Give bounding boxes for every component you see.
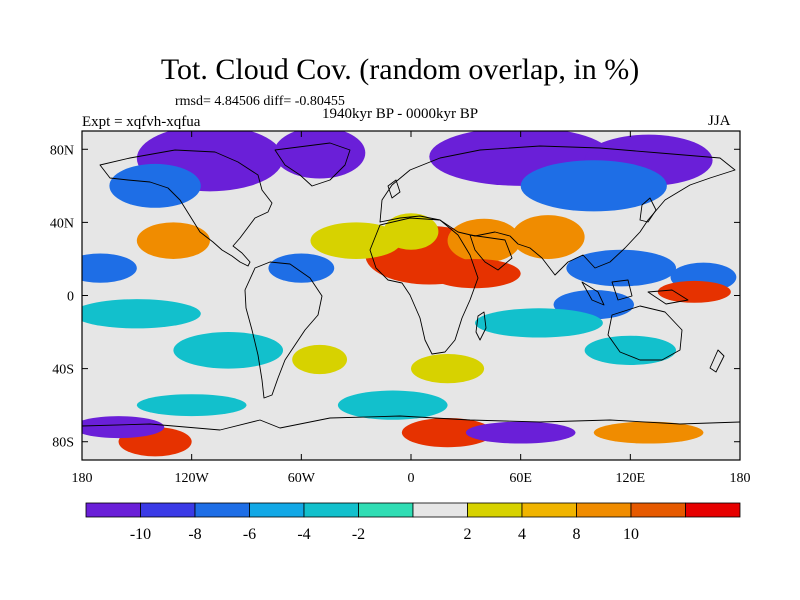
anomaly-patch	[82, 299, 201, 329]
coastline-africa	[369, 217, 479, 355]
coastline-australia	[607, 305, 683, 361]
anomaly-patch	[82, 253, 137, 283]
anomaly-patch	[109, 163, 201, 208]
coastline-sumatra	[581, 281, 605, 306]
anomaly-patch	[657, 280, 731, 303]
anomaly-patch	[465, 421, 576, 444]
colorbar-swatch	[412, 502, 468, 518]
colorbar-label: 8	[573, 526, 581, 543]
anomaly-patch	[82, 416, 165, 439]
anomaly-patch	[593, 421, 704, 444]
anomaly-patch	[474, 308, 603, 338]
colorbar-swatch	[303, 502, 359, 518]
y-tick-label: 40N	[50, 216, 74, 231]
anomaly-patch	[429, 258, 521, 289]
x-tick-label: 120E	[616, 471, 646, 486]
x-tick-label: 180	[72, 471, 93, 486]
x-tick-label: 0	[408, 471, 415, 486]
experiment-label: Expt = xqfvh-xqfua	[82, 114, 201, 130]
coastline-antarctica	[82, 415, 740, 431]
colorbar-label: -6	[243, 526, 256, 543]
plot-title: Tot. Cloud Cov. (random overlap, in %)	[160, 53, 640, 86]
anomaly-patch	[401, 417, 494, 448]
anomaly-patch	[310, 222, 402, 259]
coastline-japan	[639, 197, 657, 223]
colorbar-swatch	[358, 502, 414, 518]
anomaly-patch	[273, 131, 366, 179]
coastline-madagascar	[475, 311, 487, 341]
coastline-new-zealand	[709, 349, 725, 373]
anomaly-patch	[337, 390, 448, 420]
anomaly-patch	[292, 344, 348, 375]
period-label: 1940kyr BP - 0000kyr BP	[322, 106, 479, 122]
colorbar-swatch	[467, 502, 523, 518]
stats-line: rmsd= 4.84506 diff= -0.80455	[175, 94, 345, 109]
x-tick-label: 60W	[288, 471, 316, 486]
x-tick-label: 60E	[509, 471, 532, 486]
colorbar-label: -10	[130, 526, 151, 543]
coastline-borneo	[611, 279, 633, 301]
y-tick-label: 80S	[52, 436, 74, 451]
anomaly-patch	[268, 253, 335, 283]
anomaly-layer	[82, 131, 737, 457]
anomaly-patch	[136, 394, 247, 417]
colorbar-swatch	[576, 502, 632, 518]
anomaly-patch	[566, 249, 677, 287]
y-tick-label: 80N	[50, 143, 74, 158]
x-tick-label: 120W	[175, 471, 210, 486]
anomaly-patch	[584, 335, 677, 365]
coastline-new-guinea	[647, 289, 689, 305]
colorbar-label: -2	[352, 526, 365, 543]
coastline-south-america	[244, 261, 323, 399]
y-tick-label: 40S	[52, 363, 74, 378]
colorbar: -10 -8 -6 -4 -2 2 4 8 10	[85, 502, 741, 543]
y-axis: 80N 40N 0 40S 80S	[50, 143, 740, 451]
colorbar-swatch	[140, 502, 196, 518]
colorbar-swatch	[249, 502, 305, 518]
coastline-north-america	[99, 149, 273, 267]
colorbar-label: -4	[297, 526, 310, 543]
anomaly-patch	[173, 332, 284, 369]
anomaly-patch	[447, 218, 521, 263]
anomaly-patch	[411, 353, 485, 384]
anomaly-patch	[511, 215, 585, 259]
colorbar-label: 4	[518, 526, 526, 543]
y-tick-label: 0	[67, 290, 74, 305]
colorbar-swatch	[630, 502, 686, 518]
colorbar-swatch	[521, 502, 577, 518]
anomaly-patch	[520, 160, 667, 212]
colorbar-label: 2	[464, 526, 472, 543]
colorbar-swatch	[85, 502, 141, 518]
coastline-eurasia	[379, 145, 736, 276]
colorbar-label: -8	[188, 526, 201, 543]
coastline-arabia	[469, 234, 513, 271]
colorbar-label: 10	[623, 526, 639, 543]
coastline-british-isles	[387, 179, 401, 199]
colorbar-swatch	[194, 502, 250, 518]
season-label: JJA	[708, 113, 731, 129]
x-axis: 180 120W 60W 0 60E 120E 180	[72, 131, 751, 486]
coastline-greenland	[274, 142, 351, 187]
colorbar-swatch	[685, 502, 741, 518]
anomaly-patch	[136, 222, 210, 259]
x-tick-label: 180	[730, 471, 751, 486]
coastline-layer	[82, 142, 740, 431]
